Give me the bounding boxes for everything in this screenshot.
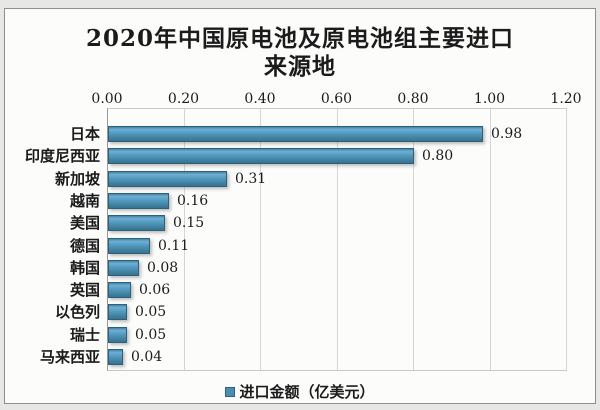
bar-value-label: 0.06 — [139, 282, 171, 298]
chart-title-line1: 2020年中国原电池及原电池组主要进口 — [85, 25, 514, 52]
bar — [108, 238, 150, 254]
gridline — [336, 109, 338, 370]
bar — [108, 260, 139, 276]
bar-row: 英国 0.06 — [5, 279, 595, 301]
bar-row: 韩国 0.08 — [5, 257, 595, 279]
x-axis-tick-label: 0.80 — [397, 91, 429, 107]
gridline — [260, 109, 261, 370]
x-axis-tick-label: 0.40 — [244, 91, 276, 107]
x-axis-tick-label: 1.20 — [550, 91, 582, 107]
bar-value-label: 0.05 — [135, 327, 167, 343]
chart-title-line2: 来源地 — [264, 53, 336, 80]
bar — [108, 304, 127, 320]
legend-marker-icon — [225, 386, 236, 397]
bar — [108, 349, 123, 365]
bar — [108, 215, 165, 231]
bar-value-label: 0.15 — [173, 215, 205, 231]
bar — [108, 327, 127, 343]
x-axis-tick-label: 0.00 — [91, 91, 123, 107]
gridline — [413, 109, 414, 370]
bar — [108, 126, 483, 142]
category-label: 德国 — [69, 237, 100, 255]
x-axis-tick-label: 0.20 — [167, 91, 200, 107]
bar-row: 马来西亚 0.04 — [5, 346, 595, 368]
bar-row: 印度尼西亚 0.80 — [5, 145, 595, 167]
bar-row: 瑞士 0.05 — [5, 324, 595, 346]
category-label: 英国 — [69, 281, 100, 299]
category-label: 瑞士 — [69, 326, 100, 344]
bar-row: 日本 0.98 — [5, 123, 595, 145]
gridline — [566, 109, 567, 370]
x-axis-tick-label: 1.00 — [473, 91, 506, 107]
plot-area — [107, 108, 567, 371]
bar-value-label: 0.08 — [147, 260, 179, 276]
bar-value-label: 0.11 — [158, 238, 190, 254]
bar-value-label: 0.05 — [135, 304, 167, 320]
x-axis-tick-label: 0.60 — [320, 91, 353, 107]
category-label: 印度尼西亚 — [24, 147, 100, 165]
category-label: 日本 — [69, 125, 100, 143]
bar-row: 新加坡 0.31 — [5, 168, 595, 190]
bar — [108, 148, 414, 164]
chart-title: 2020年中国原电池及原电池组主要进口 来源地 — [5, 25, 595, 81]
category-label: 马来西亚 — [39, 348, 100, 366]
legend: 进口金额（亿美元） — [5, 381, 595, 402]
gridline — [183, 109, 185, 370]
category-label: 新加坡 — [54, 170, 100, 188]
bar-value-label: 0.04 — [131, 349, 163, 365]
bar — [108, 171, 227, 187]
bar-value-label: 0.80 — [422, 148, 454, 164]
legend-label: 进口金额（亿美元） — [239, 383, 375, 401]
bar — [108, 282, 131, 298]
bar-row: 越南 0.16 — [5, 190, 595, 212]
category-label: 以色列 — [54, 303, 100, 321]
category-label: 美国 — [69, 214, 100, 232]
category-label: 越南 — [69, 192, 100, 210]
bar — [108, 193, 169, 209]
chart-container: 2020年中国原电池及原电池组主要进口 来源地 0.00 0.20 0.40 0.60… — [4, 8, 596, 404]
bar-row: 德国 0.11 — [5, 235, 595, 257]
bar-value-label: 0.31 — [235, 171, 267, 187]
gridline — [489, 109, 491, 370]
bar-row: 以色列 0.05 — [5, 301, 595, 323]
bar-value-label: 0.16 — [177, 193, 209, 209]
category-label: 韩国 — [69, 259, 100, 277]
bar-value-label: 0.98 — [491, 126, 523, 142]
bar-row: 美国 0.15 — [5, 212, 595, 234]
